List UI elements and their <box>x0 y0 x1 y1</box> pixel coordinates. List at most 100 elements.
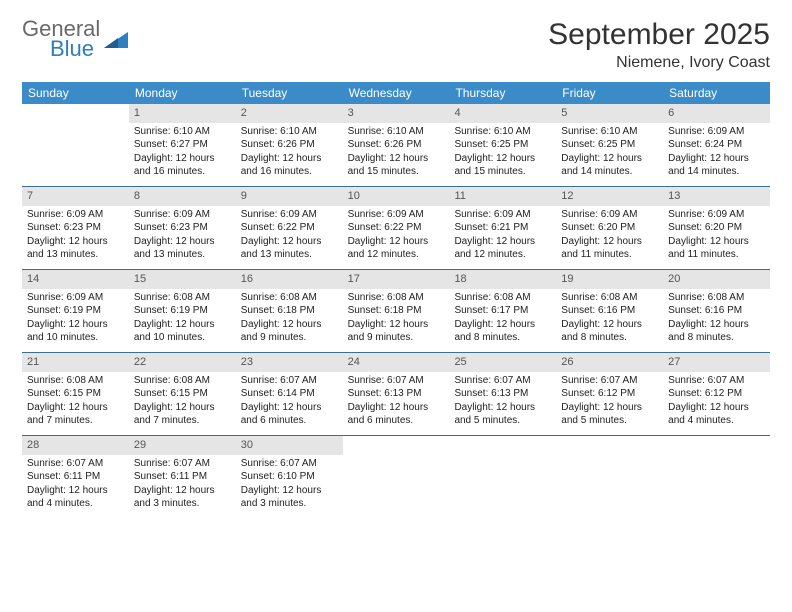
daylight-text-1: Daylight: 12 hours <box>134 484 231 498</box>
calendar: Sunday Monday Tuesday Wednesday Thursday… <box>22 82 770 518</box>
calendar-header-row: Sunday Monday Tuesday Wednesday Thursday… <box>22 82 770 104</box>
day-number: 22 <box>129 353 236 372</box>
daylight-text-1: Daylight: 12 hours <box>348 318 445 332</box>
day-details <box>663 455 770 461</box>
day-details <box>343 455 450 461</box>
sunrise-text: Sunrise: 6:08 AM <box>241 291 338 305</box>
calendar-cell: 7Sunrise: 6:09 AMSunset: 6:23 PMDaylight… <box>22 187 129 269</box>
calendar-cell: 18Sunrise: 6:08 AMSunset: 6:17 PMDayligh… <box>449 270 556 352</box>
daylight-text-2: and 14 minutes. <box>668 165 765 179</box>
day-number: 12 <box>556 187 663 206</box>
day-details: Sunrise: 6:08 AMSunset: 6:19 PMDaylight:… <box>129 289 236 349</box>
daylight-text-1: Daylight: 12 hours <box>668 152 765 166</box>
sunset-text: Sunset: 6:19 PM <box>134 304 231 318</box>
sunset-text: Sunset: 6:19 PM <box>27 304 124 318</box>
day-details: Sunrise: 6:09 AMSunset: 6:22 PMDaylight:… <box>236 206 343 266</box>
calendar-week: 1 Sunrise: 6:10 AM Sunset: 6:27 PM Daylight… <box>22 104 770 187</box>
sunrise-text: Sunrise: 6:10 AM <box>454 125 551 139</box>
logo-word-blue: Blue <box>50 38 100 60</box>
sunset-text: Sunset: 6:11 PM <box>27 470 124 484</box>
daylight-text-2: and 13 minutes. <box>134 248 231 262</box>
sunset-text: Sunset: 6:16 PM <box>668 304 765 318</box>
day-number: 18 <box>449 270 556 289</box>
sunrise-text: Sunrise: 6:08 AM <box>134 374 231 388</box>
calendar-cell: 23Sunrise: 6:07 AMSunset: 6:14 PMDayligh… <box>236 353 343 435</box>
daylight-text-2: and 8 minutes. <box>668 331 765 345</box>
day-number: 10 <box>343 187 450 206</box>
sunset-text: Sunset: 6:21 PM <box>454 221 551 235</box>
calendar-cell: 3Sunrise: 6:10 AMSunset: 6:26 PMDaylight… <box>343 104 450 186</box>
logo-triangle-icon <box>104 30 130 55</box>
day-details: Sunrise: 6:09 AMSunset: 6:19 PMDaylight:… <box>22 289 129 349</box>
daylight-text-1: Daylight: 12 hours <box>348 235 445 249</box>
sunrise-text: Sunrise: 6:07 AM <box>241 457 338 471</box>
sunset-text: Sunset: 6:17 PM <box>454 304 551 318</box>
sunrise-text: Sunrise: 6:10 AM <box>348 125 445 139</box>
calendar-cell <box>22 104 129 186</box>
daylight-text-2: and 8 minutes. <box>454 331 551 345</box>
day-number <box>556 436 663 455</box>
day-number <box>663 436 770 455</box>
daylight-text-1: Daylight: 12 hours <box>668 318 765 332</box>
dayname-friday: Friday <box>556 82 663 104</box>
daylight-text-1: Daylight: 12 hours <box>27 484 124 498</box>
day-number: 21 <box>22 353 129 372</box>
sunset-text: Sunset: 6:26 PM <box>348 138 445 152</box>
day-number: 1 <box>129 104 236 123</box>
logo-text: General Blue <box>22 18 100 60</box>
daylight-text-1: Daylight: 12 hours <box>561 235 658 249</box>
daylight-text-1: Daylight: 12 hours <box>241 318 338 332</box>
calendar-cell: 14Sunrise: 6:09 AMSunset: 6:19 PMDayligh… <box>22 270 129 352</box>
daylight-text-2: and 13 minutes. <box>241 248 338 262</box>
day-number: 24 <box>343 353 450 372</box>
day-number: 19 <box>556 270 663 289</box>
sunset-text: Sunset: 6:27 PM <box>134 138 231 152</box>
day-number: 7 <box>22 187 129 206</box>
daylight-text-2: and 15 minutes. <box>454 165 551 179</box>
sunrise-text: Sunrise: 6:08 AM <box>668 291 765 305</box>
sunset-text: Sunset: 6:26 PM <box>241 138 338 152</box>
daylight-text-2: and 13 minutes. <box>27 248 124 262</box>
daylight-text-2: and 9 minutes. <box>348 331 445 345</box>
day-number: 5 <box>556 104 663 123</box>
calendar-cell: 12Sunrise: 6:09 AMSunset: 6:20 PMDayligh… <box>556 187 663 269</box>
calendar-cell: 25Sunrise: 6:07 AMSunset: 6:13 PMDayligh… <box>449 353 556 435</box>
daylight-text-2: and 10 minutes. <box>134 331 231 345</box>
day-number: 26 <box>556 353 663 372</box>
sunrise-text: Sunrise: 6:09 AM <box>134 208 231 222</box>
sunset-text: Sunset: 6:15 PM <box>27 387 124 401</box>
sunset-text: Sunset: 6:20 PM <box>668 221 765 235</box>
sunrise-text: Sunrise: 6:08 AM <box>27 374 124 388</box>
daylight-text-1: Daylight: 12 hours <box>561 318 658 332</box>
sunset-text: Sunset: 6:11 PM <box>134 470 231 484</box>
day-details: Sunrise: 6:10 AMSunset: 6:25 PMDaylight:… <box>556 123 663 183</box>
day-details: Sunrise: 6:08 AMSunset: 6:15 PMDaylight:… <box>22 372 129 432</box>
calendar-cell: 15Sunrise: 6:08 AMSunset: 6:19 PMDayligh… <box>129 270 236 352</box>
calendar-cell: 24Sunrise: 6:07 AMSunset: 6:13 PMDayligh… <box>343 353 450 435</box>
day-details: Sunrise: 6:07 AMSunset: 6:12 PMDaylight:… <box>663 372 770 432</box>
day-details: Sunrise: 6:10 AMSunset: 6:25 PMDaylight:… <box>449 123 556 183</box>
sunrise-text: Sunrise: 6:09 AM <box>668 125 765 139</box>
day-details: Sunrise: 6:09 AMSunset: 6:23 PMDaylight:… <box>22 206 129 266</box>
day-number <box>343 436 450 455</box>
sunrise-text: Sunrise: 6:07 AM <box>134 457 231 471</box>
sunrise-text: Sunrise: 6:09 AM <box>241 208 338 222</box>
day-details: Sunrise: 6:09 AMSunset: 6:23 PMDaylight:… <box>129 206 236 266</box>
dayname-monday: Monday <box>129 82 236 104</box>
sunrise-text: Sunrise: 6:08 AM <box>134 291 231 305</box>
daylight-text-1: Daylight: 12 hours <box>134 318 231 332</box>
daylight-text-1: Daylight: 12 hours <box>668 401 765 415</box>
day-details: Sunrise: 6:07 AMSunset: 6:10 PMDaylight:… <box>236 455 343 515</box>
sunrise-text: Sunrise: 6:09 AM <box>348 208 445 222</box>
calendar-cell: 11Sunrise: 6:09 AMSunset: 6:21 PMDayligh… <box>449 187 556 269</box>
sunrise-text: Sunrise: 6:07 AM <box>561 374 658 388</box>
sunset-text: Sunset: 6:25 PM <box>454 138 551 152</box>
day-details: Sunrise: 6:09 AMSunset: 6:22 PMDaylight:… <box>343 206 450 266</box>
day-number: 17 <box>343 270 450 289</box>
daylight-text-1: Daylight: 12 hours <box>241 401 338 415</box>
sunrise-text: Sunrise: 6:09 AM <box>668 208 765 222</box>
calendar-week: 14Sunrise: 6:09 AMSunset: 6:19 PMDayligh… <box>22 270 770 353</box>
daylight-text-1: Daylight: 12 hours <box>348 152 445 166</box>
sunrise-text: Sunrise: 6:07 AM <box>668 374 765 388</box>
sunrise-text: Sunrise: 6:08 AM <box>561 291 658 305</box>
